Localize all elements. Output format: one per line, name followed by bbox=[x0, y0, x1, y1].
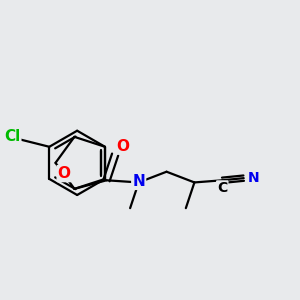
Text: N: N bbox=[248, 171, 260, 185]
Text: N: N bbox=[132, 174, 145, 189]
Text: Cl: Cl bbox=[4, 129, 20, 144]
Text: O: O bbox=[58, 166, 71, 181]
Text: C: C bbox=[217, 182, 227, 195]
Text: O: O bbox=[116, 139, 129, 154]
